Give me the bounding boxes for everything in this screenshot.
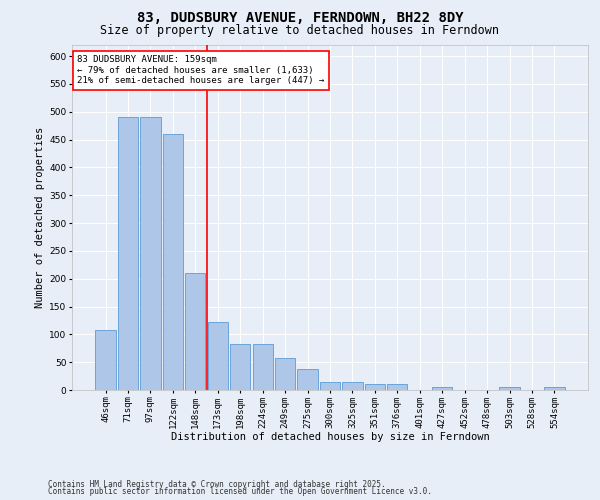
Text: 83 DUDSBURY AVENUE: 159sqm
← 79% of detached houses are smaller (1,633)
21% of s: 83 DUDSBURY AVENUE: 159sqm ← 79% of deta… (77, 56, 325, 85)
Bar (387, 384, 407, 390)
Bar (544, 387, 565, 390)
Bar (365, 384, 385, 390)
Bar (499, 387, 520, 390)
Bar (343, 382, 362, 390)
Bar (185, 273, 205, 390)
Text: Contains public sector information licensed under the Open Government Licence v3: Contains public sector information licen… (48, 487, 432, 496)
Y-axis label: Number of detached properties: Number of detached properties (35, 127, 45, 308)
Bar (118, 118, 138, 390)
Bar (140, 118, 161, 390)
Bar (95, 330, 116, 390)
X-axis label: Distribution of detached houses by size in Ferndown: Distribution of detached houses by size … (170, 432, 490, 442)
Bar (163, 134, 183, 390)
Bar (208, 322, 228, 390)
Text: Size of property relative to detached houses in Ferndown: Size of property relative to detached ho… (101, 24, 499, 37)
Bar (230, 344, 250, 390)
Text: Contains HM Land Registry data © Crown copyright and database right 2025.: Contains HM Land Registry data © Crown c… (48, 480, 386, 489)
Bar (432, 387, 452, 390)
Bar (298, 369, 317, 390)
Bar (320, 382, 340, 390)
Bar (275, 358, 295, 390)
Text: 83, DUDSBURY AVENUE, FERNDOWN, BH22 8DY: 83, DUDSBURY AVENUE, FERNDOWN, BH22 8DY (137, 11, 463, 25)
Bar (253, 344, 273, 390)
